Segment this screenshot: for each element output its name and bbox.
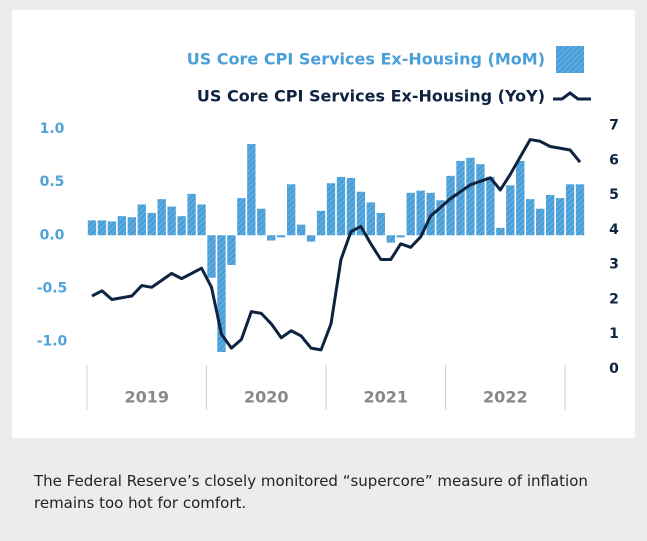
y2-tick-label: 2 <box>609 291 619 307</box>
y2-tick-label: 1 <box>609 326 619 342</box>
bar <box>97 220 107 236</box>
bar <box>87 220 97 236</box>
bar <box>366 202 376 236</box>
bar <box>137 204 146 236</box>
bar <box>127 217 137 236</box>
bar <box>227 235 236 265</box>
bar <box>197 204 206 236</box>
bar <box>526 199 535 236</box>
y-tick-label: -1.0 <box>37 333 68 349</box>
bar <box>575 184 585 236</box>
y-tick-label: 0.0 <box>40 227 65 243</box>
legend-line <box>553 91 591 101</box>
bar <box>376 212 386 236</box>
bar <box>506 185 515 236</box>
line <box>91 138 582 352</box>
bar <box>267 235 276 241</box>
bar <box>217 235 226 353</box>
caption: The Federal Reserve’s closely monitored … <box>34 472 588 512</box>
chart-card: 1.0 0.5 0.0 -0.5 -1.0 0 1 2 3 4 5 6 7 2019 2020 2021 202… <box>12 10 635 438</box>
legend-label: US Core CPI Services Ex-Housing (YoY) <box>197 87 545 106</box>
y2-tick-label: 7 <box>609 118 619 134</box>
bar <box>486 176 495 236</box>
legend-swatch <box>556 46 584 73</box>
y-tick-label: 1.0 <box>40 121 65 137</box>
bar <box>436 200 445 236</box>
y-tick-label: 0.5 <box>40 174 65 190</box>
y2-tick-label: 6 <box>609 152 619 168</box>
bar <box>535 208 545 236</box>
bar <box>416 190 425 236</box>
y-tick-label: -0.5 <box>37 280 68 296</box>
bar <box>456 160 465 236</box>
bar <box>247 143 256 236</box>
bar <box>207 235 216 278</box>
bar <box>406 192 415 236</box>
bar <box>107 221 117 236</box>
bar <box>476 164 485 236</box>
bar <box>306 235 316 242</box>
bar <box>555 198 565 236</box>
bar <box>147 212 156 236</box>
bar <box>496 227 505 236</box>
y2-tick-label: 5 <box>609 187 619 203</box>
y2-tick-label: 4 <box>609 222 619 238</box>
legend-label: US Core CPI Services Ex-Housing (MoM) <box>187 50 545 69</box>
bar <box>177 216 186 236</box>
bar <box>545 194 555 236</box>
bar <box>356 191 366 236</box>
bar <box>336 176 346 236</box>
bar <box>426 192 435 236</box>
bar <box>316 210 326 236</box>
bar <box>167 206 176 236</box>
bar <box>187 193 196 236</box>
bar <box>117 216 127 236</box>
year-label: 2021 <box>364 388 409 407</box>
bar <box>466 157 475 236</box>
year-label: 2019 <box>124 388 169 407</box>
bar <box>565 184 575 236</box>
bar <box>237 198 246 236</box>
bar <box>346 177 356 236</box>
year-label: 2020 <box>244 388 289 407</box>
year-label: 2022 <box>483 388 528 407</box>
bar <box>516 160 525 236</box>
y2-tick-label: 0 <box>609 361 619 377</box>
bar <box>296 224 306 236</box>
bar <box>386 235 395 243</box>
y2-tick-label: 3 <box>609 257 619 273</box>
bar <box>396 235 405 238</box>
bar <box>157 199 166 236</box>
chart: 1.0 0.5 0.0 -0.5 -1.0 0 1 2 3 4 5 6 7 2019 2020 2021 202… <box>37 46 619 410</box>
bar <box>257 208 266 236</box>
bar <box>277 235 286 238</box>
bar <box>286 184 296 236</box>
bar <box>446 175 455 236</box>
bar <box>326 183 336 236</box>
